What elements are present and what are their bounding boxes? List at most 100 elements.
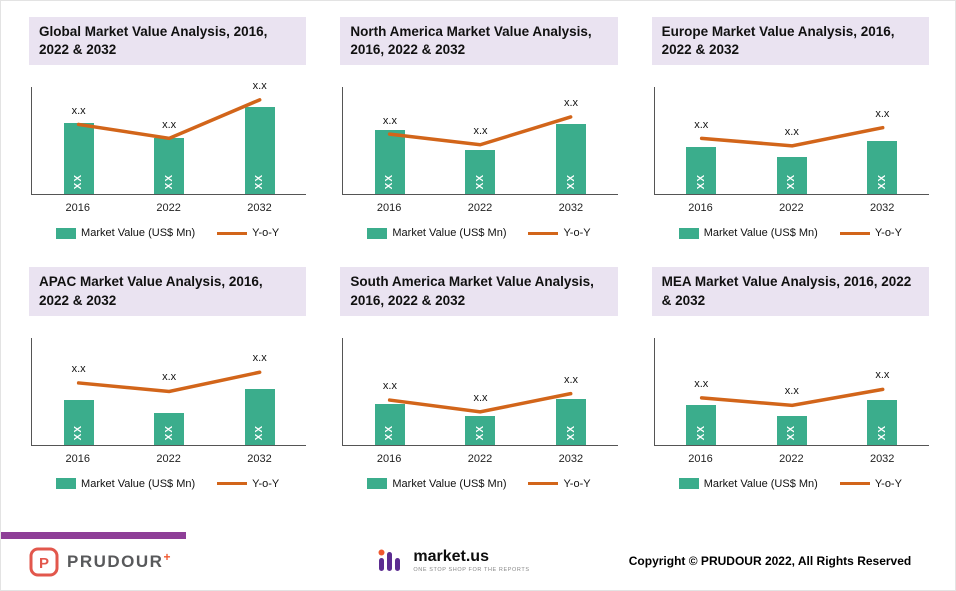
line-value-label: x.x (382, 114, 397, 127)
chart-legend: Market Value (US$ Mn) Y-o-Y (340, 478, 617, 490)
chart-plot: XX XX XX x.x x.x x.x (31, 337, 307, 446)
line-value-label: x.x (382, 379, 397, 392)
bar-2016: XX (374, 404, 405, 445)
x-axis-label: 2032 (558, 452, 584, 465)
chart-plot: XX XX XX x.x x.x x.x (653, 87, 929, 196)
legend-line-swatch (528, 482, 559, 486)
legend-bar-label: Market Value (US$ Mn) (392, 477, 507, 490)
x-axis-label: 2032 (558, 202, 584, 215)
bar-2016: XX (63, 399, 94, 445)
legend-line-label: Y-o-Y (874, 227, 902, 240)
bar-2022: XX (154, 137, 185, 195)
yoy-line (32, 338, 306, 445)
chart-title: South America Market Value Analysis, 201… (340, 267, 618, 316)
prudour-logo: P PRUDOUR+ (1, 547, 172, 577)
yoy-line (343, 338, 617, 445)
x-axis-labels: 2016 2022 2032 (654, 453, 929, 471)
bar-2022: XX (465, 416, 496, 445)
chart-panel: MEA Market Value Analysis, 2016, 2022 & … (651, 267, 929, 490)
x-axis-label: 2022 (467, 202, 493, 215)
legend-bar-swatch (678, 478, 699, 490)
bar-2016: XX (686, 405, 717, 445)
chart-legend: Market Value (US$ Mn) Y-o-Y (29, 227, 306, 239)
chart-panel: South America Market Value Analysis, 201… (340, 267, 618, 490)
chart-legend: Market Value (US$ Mn) Y-o-Y (652, 227, 929, 239)
marketus-text-block: market.us ONE STOP SHOP FOR THE REPORTS (413, 548, 530, 574)
x-axis-labels: 2016 2022 2032 (342, 453, 617, 471)
bar-2016: XX (63, 122, 94, 195)
bar-2022: XX (776, 416, 807, 445)
yoy-line (655, 87, 929, 194)
legend-line-swatch (839, 482, 870, 486)
x-axis-labels: 2016 2022 2032 (654, 202, 929, 220)
marketus-tagline: ONE STOP SHOP FOR THE REPORTS (413, 567, 530, 573)
legend-line-swatch (217, 231, 248, 235)
line-value-label: x.x (694, 377, 709, 390)
line-value-label: x.x (252, 80, 267, 93)
line-value-label: x.x (252, 352, 267, 365)
x-axis-label: 2032 (869, 202, 895, 215)
bar-2022: XX (776, 157, 807, 195)
line-value-label: x.x (473, 391, 488, 404)
x-axis-label: 2022 (779, 452, 804, 465)
legend-bar-swatch (367, 478, 388, 490)
line-value-label: x.x (563, 97, 579, 110)
chart-plot: XX XX XX x.x x.x x.x (342, 337, 618, 446)
chart-panel: Europe Market Value Analysis, 2016, 2022… (651, 17, 929, 239)
chart-title: Europe Market Value Analysis, 2016, 2022… (651, 17, 929, 66)
x-axis-label: 2032 (247, 202, 272, 215)
legend-line-swatch (217, 482, 248, 486)
legend-bar-label: Market Value (US$ Mn) (392, 227, 507, 240)
bar-2016: XX (374, 130, 405, 195)
chart-title: North America Market Value Analysis, 201… (340, 17, 618, 66)
bar-2032: XX (556, 398, 587, 445)
x-axis-label: 2022 (156, 202, 181, 215)
legend-bar-label: Market Value (US$ Mn) (703, 477, 818, 490)
marketus-logo-icon (378, 549, 401, 571)
x-axis-label: 2016 (688, 202, 713, 215)
bar-2032: XX (556, 123, 587, 195)
legend-bar-swatch (367, 227, 388, 239)
line-value-label: x.x (694, 118, 709, 131)
bar-2032: XX (867, 399, 898, 445)
line-value-label: x.x (162, 118, 177, 131)
bar-2022: XX (154, 412, 185, 445)
legend-bar-swatch (678, 227, 699, 239)
legend-line-label: Y-o-Y (874, 477, 902, 490)
chart-plot: XX XX XX x.x x.x x.x (31, 80, 307, 196)
legend-line-swatch (839, 231, 870, 235)
line-value-label: x.x (71, 362, 86, 375)
line-value-label: x.x (875, 108, 890, 121)
line-value-label: x.x (473, 125, 488, 138)
legend-line-swatch (528, 231, 559, 235)
x-axis-labels: 2016 2022 2032 (342, 202, 617, 220)
prudour-logo-text: PRUDOUR+ (67, 550, 172, 572)
x-axis-label: 2016 (376, 202, 402, 215)
x-axis-label: 2032 (247, 452, 272, 465)
chart-panel: APAC Market Value Analysis, 2016, 2022 &… (29, 267, 307, 490)
chart-title: APAC Market Value Analysis, 2016, 2022 &… (29, 267, 307, 316)
legend-line-label: Y-o-Y (252, 477, 280, 490)
yoy-line (343, 87, 617, 194)
marketus-logo-text: market.us (413, 548, 489, 565)
line-value-label: x.x (875, 369, 890, 382)
legend-bar-swatch (56, 227, 77, 239)
copyright-text: Copyright © PRUDOUR 2022, All Rights Res… (628, 554, 912, 568)
yoy-line (655, 338, 929, 445)
x-axis-label: 2016 (65, 452, 91, 465)
chart-plot: XX XX XX x.x x.x x.x (342, 87, 618, 196)
footer-accent-bar (1, 532, 186, 539)
legend-bar-label: Market Value (US$ Mn) (703, 227, 818, 240)
chart-plot: XX XX XX x.x x.x x.x (653, 337, 929, 446)
x-axis-labels: 2016 2022 2032 (31, 202, 306, 220)
legend-bar-label: Market Value (US$ Mn) (81, 477, 196, 490)
chart-legend: Market Value (US$ Mn) Y-o-Y (652, 478, 929, 490)
bar-2016: XX (686, 147, 717, 195)
bar-2022: XX (465, 149, 496, 195)
prudour-wordmark: PRUDOUR (67, 552, 164, 571)
legend-bar-swatch (56, 478, 77, 490)
legend-bar-label: Market Value (US$ Mn) (81, 227, 196, 240)
chart-legend: Market Value (US$ Mn) Y-o-Y (340, 227, 617, 239)
x-axis-label: 2016 (376, 452, 402, 465)
chart-panel: Global Market Value Analysis, 2016, 2022… (29, 17, 307, 239)
